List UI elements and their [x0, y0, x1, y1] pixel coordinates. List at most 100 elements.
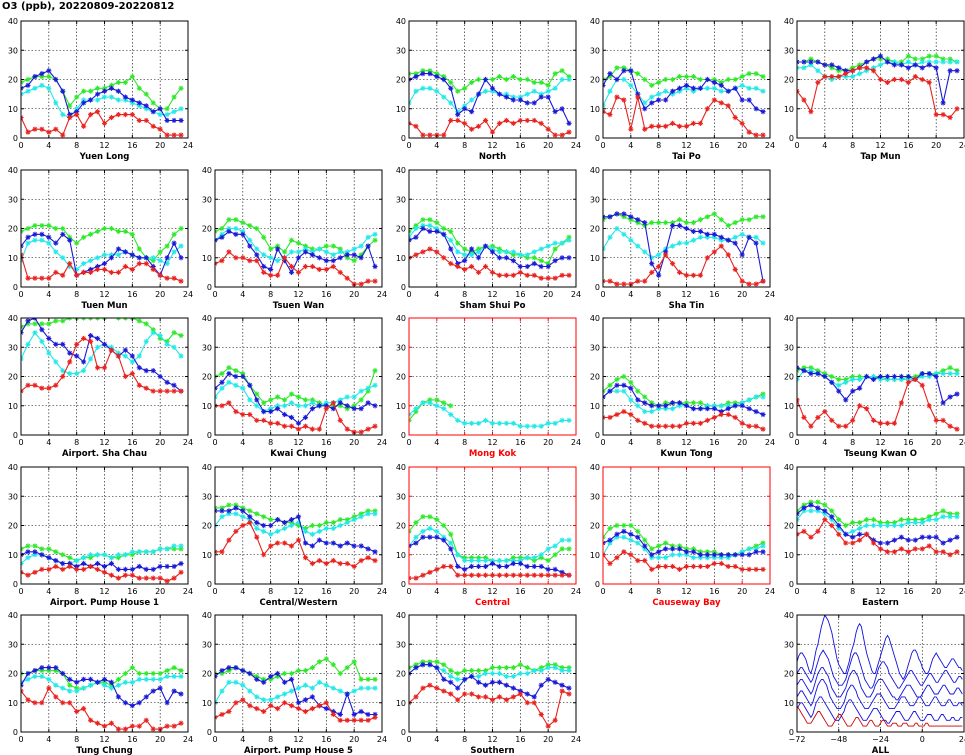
data-point-red	[441, 563, 447, 570]
data-point-green	[663, 540, 669, 546]
data-point-green	[614, 65, 620, 71]
y-tick-label: 10	[202, 402, 212, 411]
data-point-cyan	[718, 88, 724, 94]
data-point-blue	[150, 263, 156, 270]
data-point-cyan	[219, 688, 225, 694]
data-point-red	[614, 555, 620, 561]
data-point-red	[323, 406, 329, 412]
data-point-blue	[53, 341, 59, 347]
series-line-red	[603, 245, 764, 285]
data-point-cyan	[358, 514, 364, 520]
x-tick-label: 20	[155, 735, 165, 744]
data-point-red	[365, 555, 371, 561]
data-point-red	[475, 694, 482, 700]
data-point-cyan	[420, 222, 426, 229]
data-point-red	[39, 126, 45, 132]
data-point-green	[94, 228, 101, 235]
data-point-blue	[628, 214, 634, 220]
data-point-red	[53, 269, 59, 275]
data-point-red	[39, 275, 45, 281]
data-point-cyan	[642, 546, 648, 552]
data-point-cyan	[261, 528, 267, 534]
data-point-blue	[496, 563, 503, 570]
data-point-blue	[462, 566, 468, 572]
data-point-green	[642, 394, 648, 400]
data-point-cyan	[475, 558, 482, 564]
data-point-red	[628, 126, 634, 132]
x-tick-label: −48	[830, 735, 847, 744]
data-point-blue	[919, 65, 925, 71]
data-point-red	[247, 519, 253, 526]
y-tick-label: 20	[8, 670, 18, 679]
data-point-red	[87, 563, 94, 570]
data-point-blue	[53, 240, 59, 246]
data-point-red	[295, 269, 302, 275]
data-point-blue	[843, 531, 849, 537]
data-point-blue	[136, 100, 142, 106]
data-point-blue	[489, 560, 496, 567]
data-point-blue	[101, 341, 108, 347]
data-point-cyan	[877, 376, 884, 383]
y-tick-label: 10	[396, 254, 406, 263]
data-point-blue	[74, 109, 80, 115]
data-point-green	[524, 665, 530, 671]
x-tick-label: 24	[765, 290, 775, 299]
x-tick-label: 4	[434, 735, 439, 744]
data-point-green	[697, 76, 704, 83]
y-tick-label: 30	[396, 492, 406, 501]
data-point-cyan	[288, 249, 295, 255]
data-point-green	[323, 656, 329, 662]
data-point-green	[46, 222, 52, 229]
data-point-cyan	[919, 519, 925, 526]
data-point-blue	[164, 117, 170, 124]
x-tick-label: 16	[127, 290, 137, 299]
data-point-red	[39, 385, 45, 391]
data-point-green	[268, 676, 274, 682]
data-point-blue	[462, 258, 468, 264]
data-point-red	[690, 420, 697, 426]
data-point-blue	[808, 59, 814, 65]
data-point-red	[32, 275, 38, 281]
data-point-red	[448, 563, 454, 570]
data-point-blue	[268, 673, 274, 680]
data-point-red	[455, 697, 461, 703]
data-point-blue	[157, 563, 163, 570]
data-point-blue	[870, 56, 877, 62]
data-point-green	[74, 240, 80, 246]
data-point-red	[427, 682, 433, 688]
data-point-green	[607, 73, 613, 80]
data-point-red	[275, 420, 281, 426]
data-point-cyan	[337, 249, 343, 255]
x-tick-label: 4	[434, 290, 439, 299]
data-point-cyan	[718, 555, 724, 561]
data-point-red	[614, 281, 620, 287]
y-tick-label: 0	[401, 283, 406, 292]
data-point-cyan	[427, 525, 433, 532]
data-point-green	[690, 400, 697, 406]
data-point-green	[642, 76, 648, 83]
data-point-green	[649, 400, 655, 406]
data-point-red	[157, 388, 163, 394]
data-point-cyan	[926, 517, 932, 523]
data-point-blue	[323, 540, 329, 546]
data-point-red	[669, 261, 676, 267]
data-point-blue	[517, 263, 523, 270]
x-tick-label: 4	[46, 438, 51, 447]
data-point-blue	[219, 379, 225, 385]
data-point-green	[316, 659, 322, 665]
data-point-red	[621, 97, 627, 103]
data-point-green	[434, 397, 440, 403]
data-point-blue	[801, 59, 807, 65]
y-tick-label: 10	[8, 699, 18, 708]
data-point-cyan	[704, 85, 710, 91]
data-point-blue	[683, 549, 690, 555]
data-point-green	[344, 517, 350, 523]
data-point-red	[566, 572, 572, 578]
data-point-blue	[309, 252, 316, 258]
data-point-blue	[753, 240, 759, 246]
data-point-cyan	[877, 522, 884, 529]
data-point-blue	[843, 397, 849, 403]
y-tick-label: 30	[396, 343, 406, 352]
x-tick-label: 8	[656, 438, 661, 447]
y-tick-label: 30	[396, 195, 406, 204]
